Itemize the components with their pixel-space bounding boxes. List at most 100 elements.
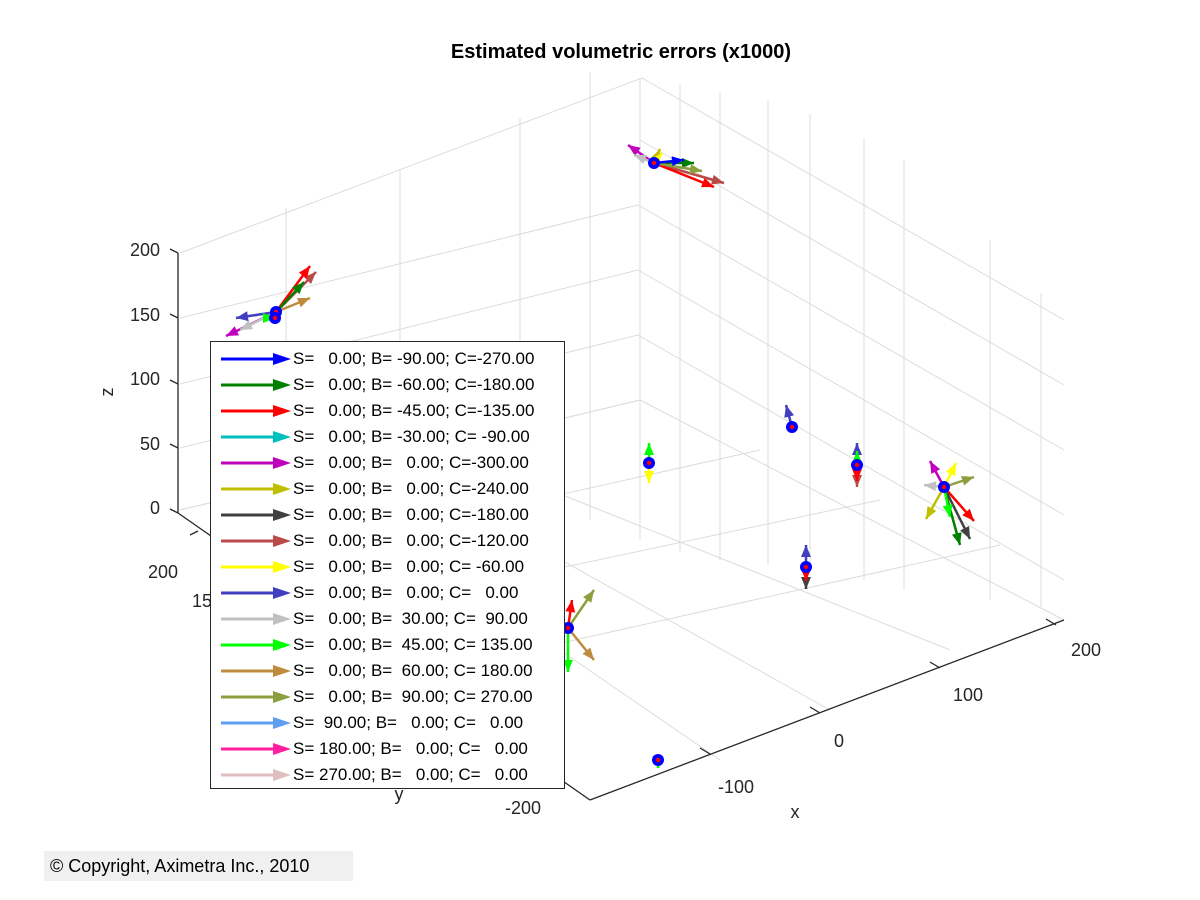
legend-label: S= 0.00; B= 0.00; C=-300.00 — [293, 453, 529, 472]
error-vector — [653, 161, 703, 174]
legend-swatch-arrow — [221, 509, 291, 521]
legend-label: S= 0.00; B= -30.00; C= -90.00 — [293, 427, 530, 446]
y-axis-label: y — [395, 784, 404, 804]
legend-entry: S= 0.00; B= 0.00; C=-240.00 — [219, 476, 564, 502]
vector-cluster — [263, 312, 281, 324]
legend-label: S= 90.00; B= 0.00; C= 0.00 — [293, 713, 524, 732]
legend-swatch-arrow — [221, 457, 291, 469]
legend-label: S= 0.00; B= 45.00; C= 135.00 — [293, 635, 533, 654]
error-vector — [563, 628, 573, 672]
legend-label: S= 0.00; B= 60.00; C= 180.00 — [293, 661, 533, 680]
measurement-point — [562, 622, 574, 634]
error-vector — [566, 589, 596, 629]
x-tick-neg100: -100 — [718, 777, 754, 797]
x-axis-label: x — [791, 802, 800, 822]
legend-entry: S= 0.00; B= 60.00; C= 180.00 — [219, 658, 564, 684]
z-tick-0: 0 — [150, 498, 160, 518]
vector-cluster — [784, 404, 798, 433]
legend-label: S= 0.00; B= 0.00; C= -60.00 — [293, 557, 525, 576]
legend-entry: S= 0.00; B= -90.00; C=-270.00 — [219, 346, 564, 372]
error-vector — [942, 486, 972, 540]
measurement-point — [800, 561, 812, 573]
error-vector — [943, 486, 975, 522]
vector-cluster — [643, 443, 655, 483]
measurement-point — [851, 459, 863, 471]
legend-swatch-arrow — [221, 665, 291, 677]
legend-label: S= 0.00; B= -45.00; C=-135.00 — [293, 401, 535, 420]
legend-swatch-arrow — [221, 353, 291, 365]
z-tick-200: 200 — [130, 240, 160, 260]
vector-cluster — [627, 143, 725, 189]
legend-label: S= 0.00; B= 90.00; C= 270.00 — [293, 687, 533, 706]
vector-cluster — [652, 754, 664, 768]
legend-entry: S= 0.00; B= 0.00; C=-300.00 — [219, 450, 564, 476]
legend-swatch-arrow — [221, 639, 291, 651]
legend-label: S= 0.00; B= 0.00; C=-120.00 — [293, 531, 529, 550]
legend-swatch-arrow — [221, 587, 291, 599]
legend-label: S= 0.00; B= 0.00; C= 0.00 — [293, 583, 519, 602]
measurement-point — [269, 312, 281, 324]
vector-cluster — [225, 265, 317, 338]
legend-swatch-arrow — [221, 535, 291, 547]
vector-cluster — [851, 443, 863, 487]
error-vector — [567, 627, 595, 661]
legend-entry: S= 180.00; B= 0.00; C= 0.00 — [219, 736, 564, 762]
error-vectors — [225, 143, 975, 768]
z-tick-50: 50 — [140, 434, 160, 454]
z-tick-150: 150 — [130, 305, 160, 325]
x-tick-100: 100 — [953, 685, 983, 705]
chart-title: Estimated volumetric errors (x1000) — [451, 41, 791, 63]
legend-entry: S= 270.00; B= 0.00; C= 0.00 — [219, 762, 564, 788]
measurement-point — [643, 457, 655, 469]
legend-entry: S= 0.00; B= 0.00; C=-120.00 — [219, 528, 564, 554]
legend-swatch-arrow — [221, 405, 291, 417]
legend-entry: S= 0.00; B= -60.00; C=-180.00 — [219, 372, 564, 398]
copyright-notice: © Copyright, Aximetra Inc., 2010 — [44, 851, 353, 881]
y-tick-neg200: -200 — [505, 798, 541, 818]
legend-label: S= 0.00; B= -90.00; C=-270.00 — [293, 349, 535, 368]
legend-label: S= 0.00; B= 30.00; C= 90.00 — [293, 609, 528, 628]
legend-label: S= 0.00; B= 0.00; C=-240.00 — [293, 479, 529, 498]
legend-swatch-arrow — [221, 691, 291, 703]
x-tick-0: 0 — [834, 731, 844, 751]
measurement-point — [786, 421, 798, 433]
error-vector — [235, 310, 277, 322]
legend-label: S= 0.00; B= 0.00; C=-180.00 — [293, 505, 529, 524]
legend-entry: S= 0.00; B= 30.00; C= 90.00 — [219, 606, 564, 632]
legend-swatch-arrow — [221, 717, 291, 729]
legend-swatch-arrow — [221, 561, 291, 573]
vector-cluster — [800, 545, 812, 589]
error-vector — [924, 486, 946, 520]
legend-label: S= 180.00; B= 0.00; C= 0.00 — [293, 739, 528, 758]
measurement-point — [652, 754, 664, 766]
legend-entry: S= 0.00; B= 0.00; C= -60.00 — [219, 554, 564, 580]
error-vector — [275, 281, 305, 313]
error-vector — [653, 161, 715, 189]
legend: S= 0.00; B= -90.00; C=-270.00 S= 0.00; B=… — [210, 341, 565, 789]
legend-label: S= 270.00; B= 0.00; C= 0.00 — [293, 765, 528, 784]
legend-swatch-arrow — [221, 431, 291, 443]
legend-entry: S= 90.00; B= 0.00; C= 0.00 — [219, 710, 564, 736]
legend-entry: S= 0.00; B= 0.00; C= 0.00 — [219, 580, 564, 606]
legend-swatch-arrow — [221, 743, 291, 755]
legend-label: S= 0.00; B= -60.00; C=-180.00 — [293, 375, 535, 394]
legend-swatch-arrow — [221, 613, 291, 625]
legend-entry: S= 0.00; B= 45.00; C= 135.00 — [219, 632, 564, 658]
legend-swatch-arrow — [221, 769, 291, 781]
legend-swatch-arrow — [221, 379, 291, 391]
legend-entry: S= 0.00; B= 0.00; C=-180.00 — [219, 502, 564, 528]
z-tick-100: 100 — [130, 369, 160, 389]
vector-cluster — [562, 589, 596, 672]
vector-cluster — [923, 460, 975, 546]
legend-entry: S= 0.00; B= -30.00; C= -90.00 — [219, 424, 564, 450]
z-axis-label: z — [97, 388, 117, 397]
legend-swatch-arrow — [221, 483, 291, 495]
y-tick-200: 200 — [148, 562, 178, 582]
legend-entry: S= 0.00; B= 90.00; C= 270.00 — [219, 684, 564, 710]
measurement-point — [938, 481, 950, 493]
legend-entry: S= 0.00; B= -45.00; C=-135.00 — [219, 398, 564, 424]
measurement-point — [648, 157, 660, 169]
error-vector — [275, 296, 311, 314]
x-tick-200: 200 — [1071, 640, 1101, 660]
